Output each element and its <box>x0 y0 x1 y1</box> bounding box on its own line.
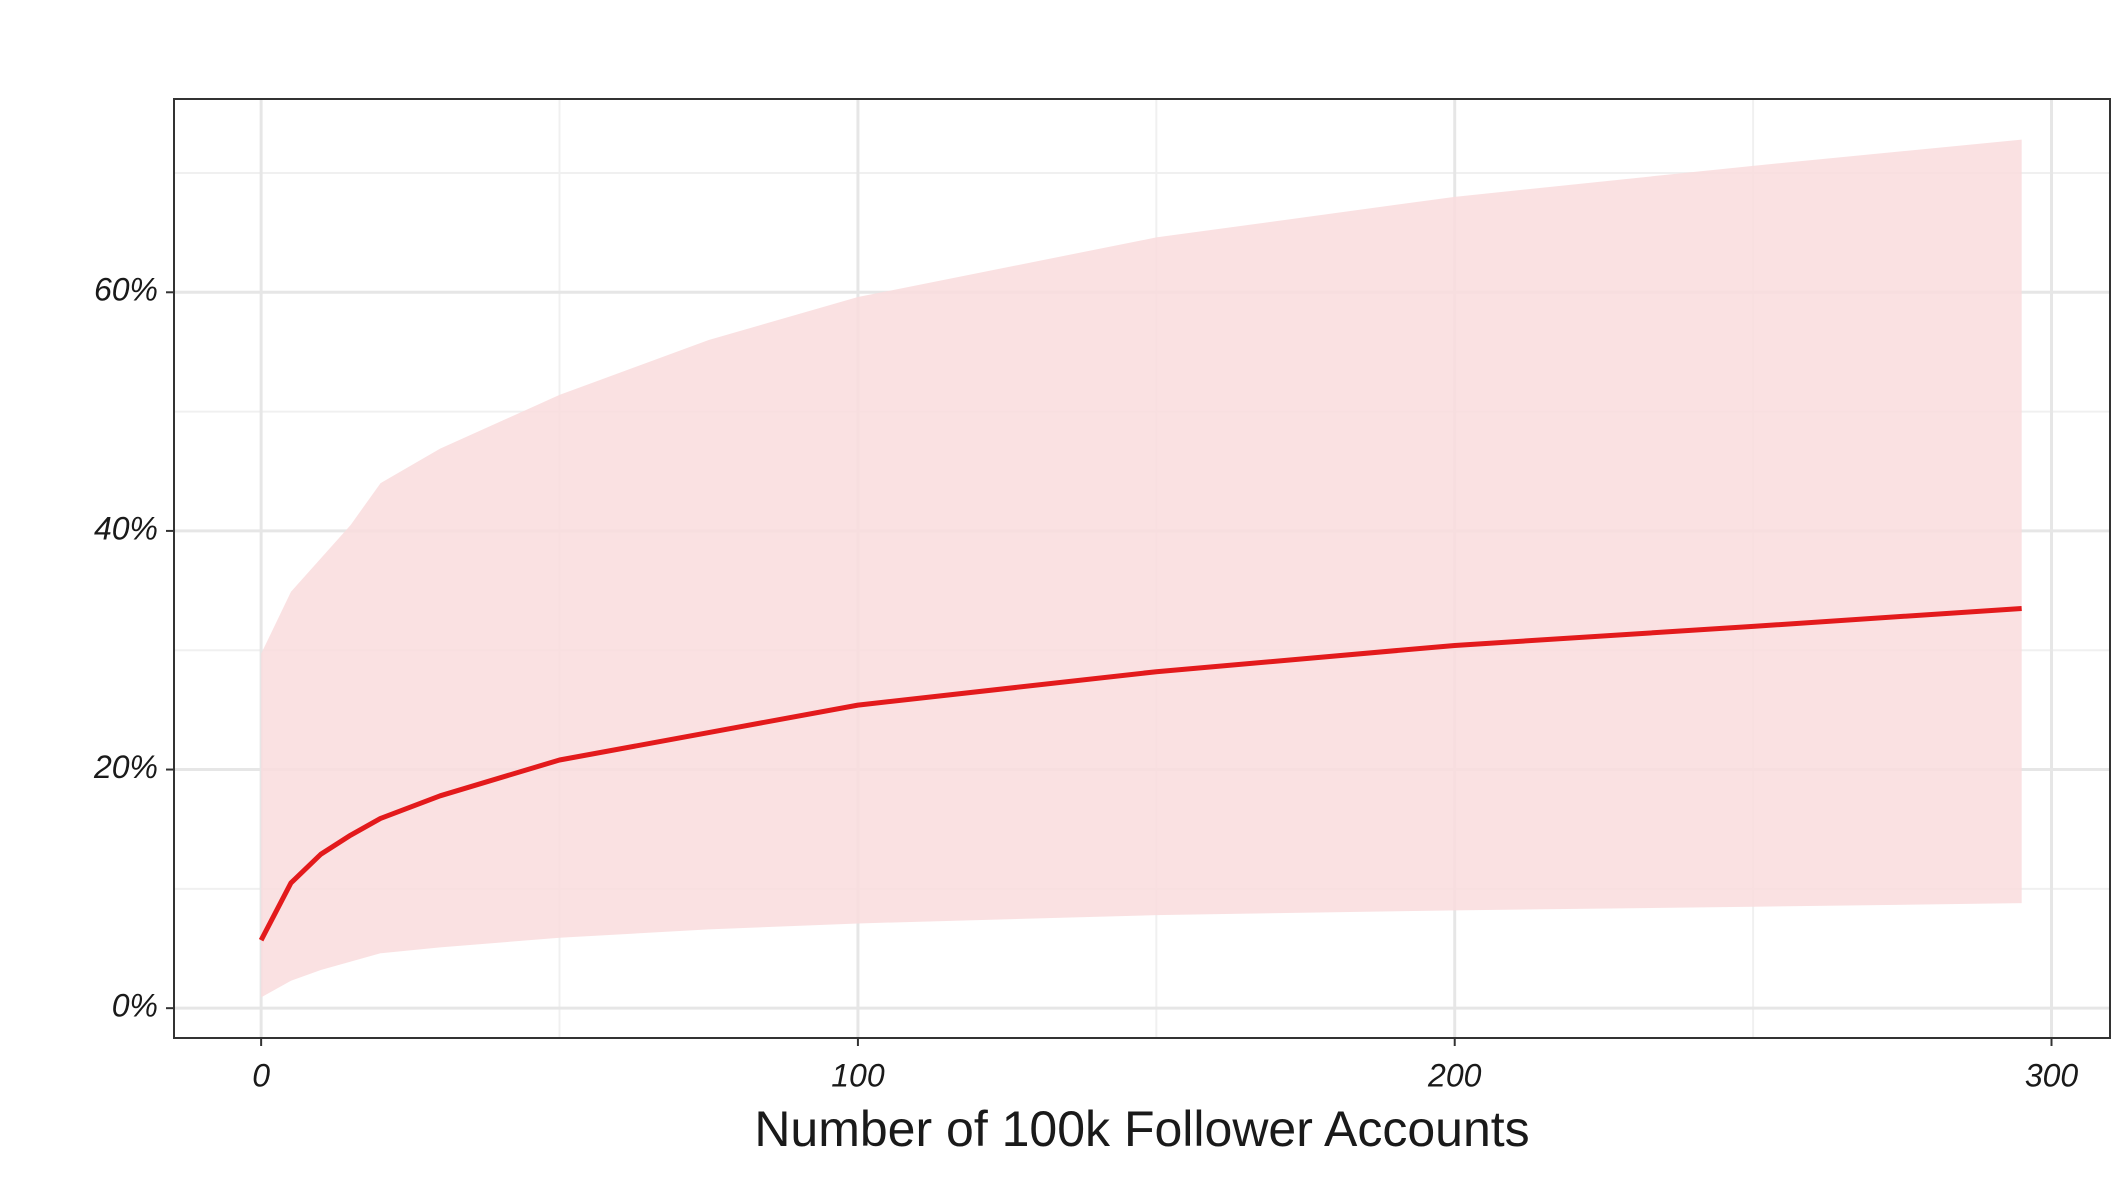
x-tick-label: 0 <box>252 1057 270 1093</box>
line <box>258 605 2022 942</box>
x-tick-label: 300 <box>2025 1057 2079 1093</box>
y-tick-label: 40% <box>94 510 158 546</box>
x-tick-label: 100 <box>831 1057 885 1093</box>
y-tick-label: 60% <box>94 272 158 308</box>
y-tick-label: 20% <box>93 749 158 785</box>
confidence-band <box>261 139 2022 998</box>
plot-border <box>173 98 2111 1039</box>
x-tick-label: 200 <box>1427 1057 1482 1093</box>
y-tick-label: 0% <box>112 988 158 1024</box>
x-axis-title: Number of 100k Follower Accounts <box>754 1101 1529 1157</box>
